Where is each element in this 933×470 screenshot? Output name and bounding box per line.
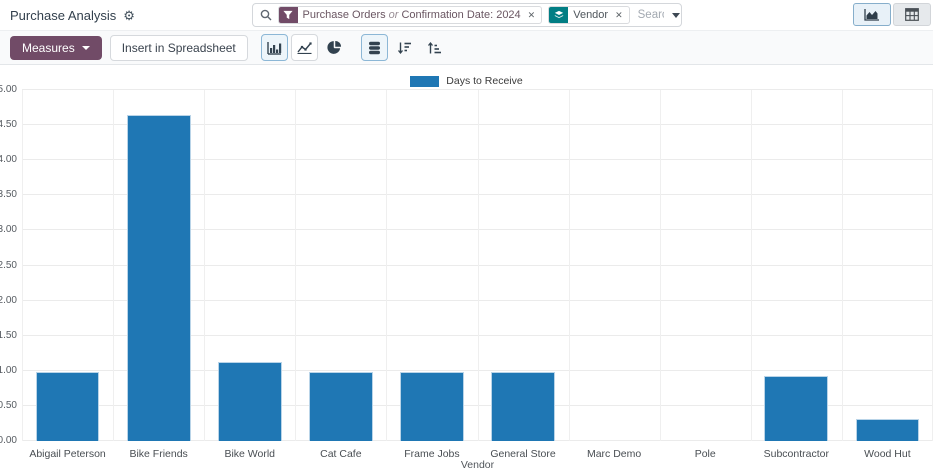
sort-ascending-icon — [427, 41, 442, 55]
search-icon — [260, 9, 272, 21]
y-tick-label: 1.50 — [0, 330, 17, 341]
sort-ascending-button[interactable] — [421, 34, 448, 61]
bar-bike-world[interactable] — [218, 362, 282, 441]
bar-chart-icon — [267, 41, 282, 55]
bar-chart-button[interactable] — [261, 34, 288, 61]
close-icon[interactable]: ✕ — [526, 7, 542, 23]
v-gridline — [478, 90, 479, 441]
legend-swatch — [410, 76, 439, 87]
groupby-icon-badge — [549, 7, 568, 23]
y-tick-label: 0.00 — [0, 435, 17, 446]
bar-bike-friends[interactable] — [127, 115, 191, 441]
y-tick-label: 4.00 — [0, 154, 17, 165]
bar-cat-cafe[interactable] — [309, 372, 373, 441]
graph-view-button[interactable] — [853, 3, 891, 26]
pivot-table-icon — [905, 8, 919, 21]
y-tick-label: 1.00 — [0, 365, 17, 376]
control-panel: Measures Insert in Spreadsheet — [0, 30, 933, 65]
v-gridline — [751, 90, 752, 441]
v-gridline — [22, 90, 23, 441]
v-gridline — [204, 90, 205, 441]
page-title: Purchase Analysis — [10, 8, 116, 23]
insert-in-spreadsheet-button[interactable]: Insert in Spreadsheet — [110, 35, 248, 61]
bar-general-store[interactable] — [491, 372, 555, 441]
pie-chart-icon — [327, 40, 342, 55]
graph-view: Days to Receive 0.00 0.50 1.00 1.50 2.00 2.50… — [0, 65, 933, 470]
search-input[interactable] — [636, 8, 666, 22]
chevron-down-icon[interactable] — [672, 13, 680, 18]
y-axis: 0.000.501.001.502.002.503.003.504.004.50… — [0, 90, 17, 441]
measures-button[interactable]: Measures — [10, 36, 102, 60]
sort-descending-icon — [397, 41, 412, 55]
facet-groupby-label: Vendor — [568, 7, 613, 23]
bar-subcontractor[interactable] — [764, 376, 828, 441]
layers-icon — [554, 10, 564, 20]
area-chart-icon — [864, 8, 880, 21]
search-facet-filter[interactable]: Purchase Orders or Confirmation Date: 20… — [278, 6, 543, 24]
funnel-icon — [283, 10, 293, 20]
y-tick-label: 3.50 — [0, 189, 17, 200]
y-tick-label: 4.50 — [0, 119, 17, 130]
search-facet-groupby[interactable]: Vendor ✕ — [548, 6, 629, 24]
caret-down-icon — [82, 46, 90, 50]
v-gridline — [113, 90, 114, 441]
line-chart-button[interactable] — [291, 34, 318, 61]
breadcrumb: Purchase Analysis ⚙ — [0, 8, 135, 23]
y-tick-label: 2.00 — [0, 295, 17, 306]
bar-frame-jobs[interactable] — [400, 372, 464, 441]
y-tick-label: 5.00 — [0, 84, 17, 95]
v-gridline — [842, 90, 843, 441]
v-gridline — [660, 90, 661, 441]
y-tick-label: 0.50 — [0, 400, 17, 411]
stacked-icon — [368, 41, 381, 55]
v-gridline — [569, 90, 570, 441]
stacked-toggle-button[interactable] — [361, 34, 388, 61]
bar-wood-hut[interactable] — [856, 419, 920, 441]
v-gridline — [295, 90, 296, 441]
bar-abigail-peterson[interactable] — [36, 372, 100, 441]
close-icon[interactable]: ✕ — [613, 7, 629, 23]
filter-icon-badge — [279, 7, 298, 23]
chart-type-buttons — [261, 34, 348, 61]
plot-area — [22, 90, 933, 441]
pie-chart-button[interactable] — [321, 34, 348, 61]
y-tick-label: 3.00 — [0, 224, 17, 235]
legend-label: Days to Receive — [446, 75, 522, 87]
v-gridline — [386, 90, 387, 441]
search-bar: Purchase Orders or Confirmation Date: 20… — [252, 3, 682, 27]
gear-icon[interactable]: ⚙ — [123, 9, 135, 22]
line-chart-icon — [297, 41, 312, 54]
top-bar: Purchase Analysis ⚙ Purchase Orders or C… — [0, 0, 933, 30]
legend-item[interactable]: Days to Receive — [0, 75, 933, 87]
sort-descending-button[interactable] — [391, 34, 418, 61]
chart-option-buttons — [361, 34, 448, 61]
facet-filter-label: Purchase Orders or Confirmation Date: 20… — [298, 7, 526, 23]
pivot-view-button[interactable] — [893, 3, 931, 26]
view-switcher — [853, 3, 931, 26]
y-tick-label: 2.50 — [0, 260, 17, 271]
x-axis-title: Vendor — [22, 459, 933, 470]
